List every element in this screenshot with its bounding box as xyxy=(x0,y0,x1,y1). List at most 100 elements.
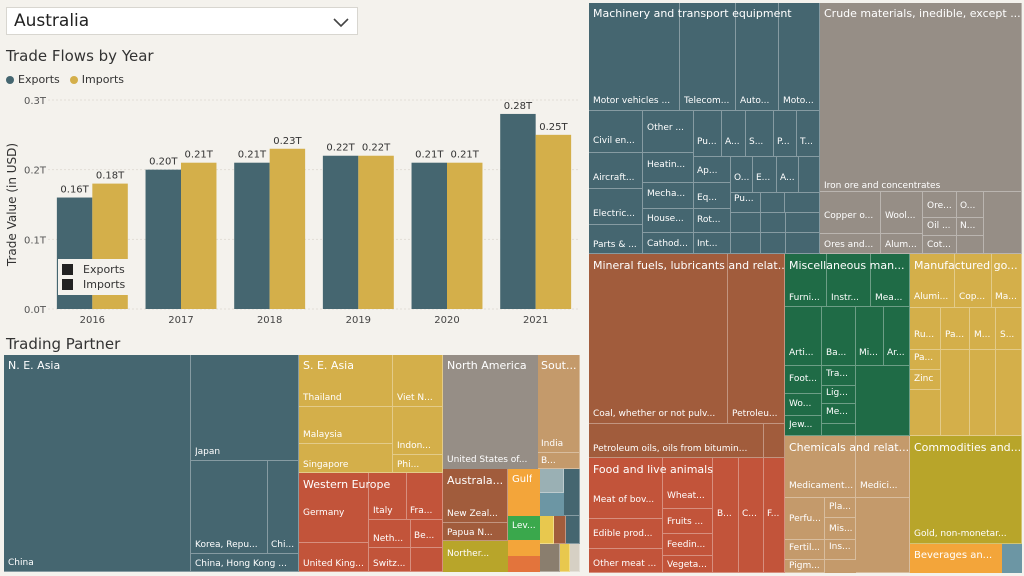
product-ore-1[interactable]: Ore... xyxy=(923,192,957,218)
product-a-2[interactable]: A... xyxy=(777,157,799,193)
partner-germany[interactable]: Germany xyxy=(299,473,369,543)
product-oil-seeds[interactable]: Oil ... xyxy=(923,218,957,236)
product-wheat[interactable]: Wheat... xyxy=(663,458,713,509)
product-f-1[interactable]: F... xyxy=(764,458,785,573)
product-pa-2[interactable]: Pa... xyxy=(910,350,941,370)
product-copper[interactable]: Cop... xyxy=(955,254,992,308)
product-jewellery[interactable]: Jew... xyxy=(785,416,822,436)
product-articles[interactable]: Arti... xyxy=(785,307,822,366)
legend-exports[interactable]: Exports xyxy=(6,73,60,86)
partner-thailand[interactable]: Thailand xyxy=(299,355,393,407)
product-aluminium[interactable]: Alumi... xyxy=(910,254,955,308)
product-small-mg2[interactable] xyxy=(941,350,970,436)
product-n-1[interactable]: N... xyxy=(957,218,984,236)
partner-chinese-taipei[interactable]: Chi... xyxy=(268,461,299,554)
bar-imports-2018[interactable] xyxy=(269,148,306,309)
product-pumps[interactable]: Pu... xyxy=(694,111,722,157)
product-baby-carriages[interactable]: Ba... xyxy=(822,307,856,366)
product-medicaments[interactable]: Medicament... xyxy=(785,436,856,498)
product-o-1[interactable]: O... xyxy=(731,157,753,193)
country-dropdown[interactable]: Australia xyxy=(6,7,358,35)
product-m-1[interactable]: M... xyxy=(970,308,996,350)
product-petroleum-oils[interactable]: Petroleum oils, oils from bitumin... xyxy=(589,424,764,458)
product-zinc[interactable]: Zinc xyxy=(910,370,941,390)
region-se-asia[interactable]: Thailand Malaysia Singapore Viet N... In… xyxy=(299,355,443,473)
product-small-m4[interactable] xyxy=(731,213,761,233)
partner-france[interactable]: Fra... xyxy=(407,473,443,520)
chevron-down-icon[interactable] xyxy=(331,12,351,32)
product-plastics[interactable]: Pla... xyxy=(825,498,856,518)
partner-netherlands[interactable]: Neth... xyxy=(369,520,411,548)
region-north-america[interactable]: North America United States of... xyxy=(443,355,538,469)
product-other-meat[interactable]: Other meat ... xyxy=(589,549,663,573)
partner-indonesia[interactable]: Indon... xyxy=(393,407,443,455)
product-p-1[interactable]: P... xyxy=(774,111,797,157)
partner-united-states[interactable]: United States of... xyxy=(447,455,528,465)
product-motor-vehicles[interactable]: Motor vehicles ... xyxy=(589,3,680,111)
product-small-m2[interactable] xyxy=(761,193,785,213)
product-heating[interactable]: Heatin... xyxy=(643,153,694,183)
sector-mineral-fuels[interactable]: Coal, whether or not pulv... Petroleu...… xyxy=(589,254,785,458)
bar-exports-2018[interactable] xyxy=(234,162,270,309)
region-levant[interactable]: Lev... xyxy=(508,516,540,540)
partner-korea[interactable]: Korea, Repu... xyxy=(191,461,268,554)
partner-small-5[interactable] xyxy=(566,516,580,544)
partner-small-8[interactable] xyxy=(570,544,580,572)
partner-switzerland[interactable]: Switz... xyxy=(369,548,411,572)
product-womens-clothing[interactable]: Wo... xyxy=(785,394,822,416)
product-small-m3[interactable] xyxy=(785,193,820,213)
partner-small-3[interactable] xyxy=(540,516,554,544)
product-a-1[interactable]: A... xyxy=(722,111,746,157)
product-motor-parts[interactable]: Moto... xyxy=(779,3,820,111)
sector-chemicals[interactable]: Medicament... Medici... Perfu... Pla... … xyxy=(785,436,910,573)
bar-exports-2021[interactable] xyxy=(500,113,536,309)
product-aircraft[interactable]: Aircraft... xyxy=(589,153,643,189)
sector-crude-materials[interactable]: Iron ore and concentrates Copper o... Wo… xyxy=(820,3,1022,254)
bar-imports-2020[interactable] xyxy=(447,162,483,309)
product-other-machinery[interactable]: Other ... xyxy=(643,111,694,153)
product-e-1[interactable]: E... xyxy=(753,157,777,193)
partner-belgium[interactable]: Be... xyxy=(411,520,443,548)
partner-small-4[interactable] xyxy=(554,516,566,544)
product-paper[interactable]: Pa... xyxy=(941,308,970,350)
product-s-2[interactable]: S... xyxy=(996,308,1022,350)
product-small-m1[interactable] xyxy=(799,157,820,193)
product-small-m6[interactable] xyxy=(786,213,820,233)
product-apparatus[interactable]: Ap... xyxy=(694,157,731,183)
product-electric[interactable]: Electric... xyxy=(589,189,643,225)
sector-misc-manufactured[interactable]: Furni... Instr... Mea... Arti... Ba... M… xyxy=(785,254,910,436)
product-mens-clothing[interactable]: Me... xyxy=(822,404,856,424)
product-small-ch1[interactable] xyxy=(856,498,910,573)
product-fruits[interactable]: Fruits ... xyxy=(663,509,713,534)
product-small-c2[interactable] xyxy=(957,236,984,254)
region-misc[interactable] xyxy=(540,516,580,572)
sector-machinery[interactable]: Motor vehicles ... Telecom... Auto... Mo… xyxy=(589,3,820,254)
sector-manufactured-goods[interactable]: Alumi... Cop... Ma... Ru... Pa... M... S… xyxy=(910,254,1022,436)
partner-japan[interactable]: Japan xyxy=(191,355,299,461)
product-automatic-data[interactable]: Auto... xyxy=(736,3,779,111)
partner-papua-new-guinea[interactable]: Papua N... xyxy=(443,523,508,541)
partner-bangladesh[interactable]: B... xyxy=(538,453,580,469)
product-household[interactable]: House... xyxy=(643,209,694,233)
product-civil-engineering[interactable]: Civil en... xyxy=(589,111,643,153)
product-t-1[interactable]: T... xyxy=(797,111,820,157)
region-east-europe[interactable] xyxy=(540,469,580,516)
product-gold[interactable]: Gold, non-monetar... xyxy=(910,436,1022,544)
product-fertilizers[interactable]: Fertil... xyxy=(785,540,825,560)
product-small-m9[interactable] xyxy=(786,233,820,254)
product-perfumery[interactable]: Perfu... xyxy=(785,498,825,540)
product-meat-bovine[interactable]: Meat of bov... xyxy=(589,458,663,519)
product-small-mg4[interactable] xyxy=(996,350,1022,436)
partner-malaysia[interactable]: Malaysia xyxy=(299,407,393,444)
product-small-mg1[interactable] xyxy=(910,390,941,436)
partner-india[interactable]: India xyxy=(538,355,580,453)
legend-imports[interactable]: Imports xyxy=(69,73,124,86)
bar-imports-2019[interactable] xyxy=(358,155,394,309)
region-central-america[interactable] xyxy=(508,556,540,572)
partner-italy[interactable]: Italy xyxy=(369,473,407,520)
product-b-1[interactable]: B... xyxy=(713,458,739,573)
partner-small-6[interactable] xyxy=(540,544,560,572)
bar-exports-2019[interactable] xyxy=(322,155,359,309)
region-northern-africa[interactable]: Norther... xyxy=(443,541,508,572)
product-iron-ore[interactable]: Iron ore and concentrates xyxy=(820,3,1022,192)
